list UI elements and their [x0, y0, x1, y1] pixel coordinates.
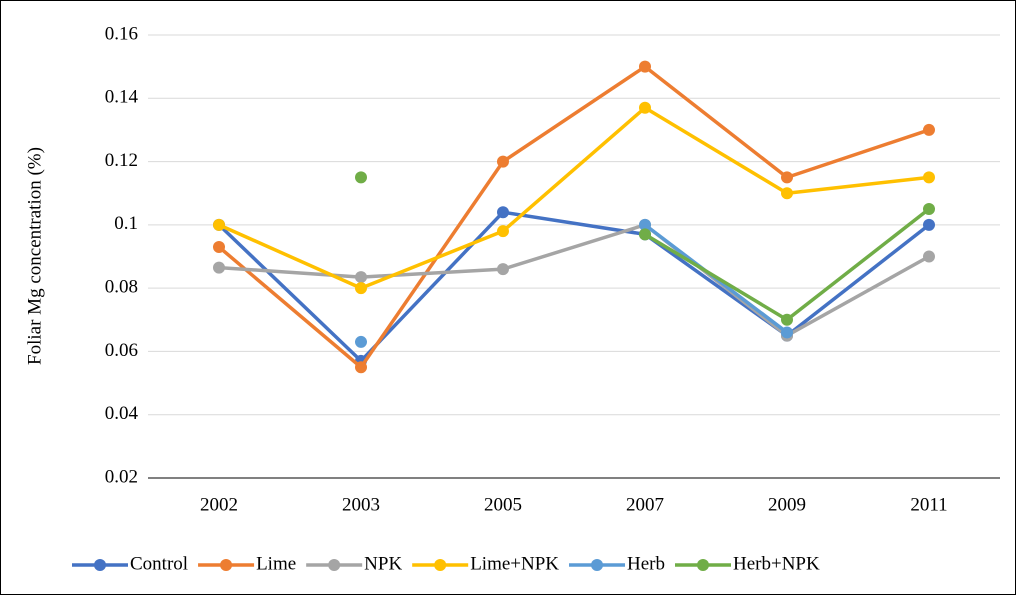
legend-label: NPK [364, 553, 402, 574]
y-tick-label: 0.04 [105, 403, 139, 424]
data-point [497, 155, 509, 168]
legend-marker [591, 559, 604, 571]
data-point [355, 282, 367, 295]
data-point [213, 218, 225, 231]
legend-label: Lime [256, 553, 296, 574]
data-point [639, 101, 651, 114]
y-tick-label: 0.1 [114, 213, 138, 234]
legend-marker [328, 559, 341, 571]
y-tick-label: 0.08 [105, 277, 138, 298]
data-point [781, 171, 793, 184]
data-point [781, 313, 793, 326]
data-point [923, 171, 935, 184]
legend-label: Lime+NPK [470, 553, 559, 574]
y-tick-label: 0.12 [105, 150, 138, 171]
series-line [217, 64, 930, 369]
data-point [355, 271, 367, 284]
data-point [781, 326, 793, 339]
data-point [213, 261, 225, 274]
legend-label: Herb [627, 553, 665, 574]
data-point [923, 123, 935, 136]
data-point [639, 218, 651, 231]
x-tick-label: 2011 [910, 494, 947, 515]
x-tick-label: 2007 [626, 494, 664, 515]
data-point [497, 225, 509, 238]
data-point [355, 171, 367, 184]
legend-marker [94, 559, 106, 571]
data-point [355, 335, 367, 348]
y-axis-title: Foliar Mg concentration (%) [24, 147, 45, 365]
y-tick-label: 0.14 [105, 87, 139, 108]
data-point [639, 60, 651, 73]
x-tick-label: 2009 [768, 494, 806, 515]
legend-marker [697, 559, 709, 571]
legend-marker [434, 559, 447, 571]
legend-label: Herb+NPK [733, 553, 820, 574]
data-point [923, 250, 935, 263]
y-tick-label: 0.06 [105, 340, 138, 361]
x-tick-label: 2002 [200, 494, 238, 515]
x-tick-label: 2005 [484, 494, 522, 515]
series-line [218, 223, 930, 338]
data-point [923, 203, 935, 216]
legend-label: Control [130, 553, 188, 574]
series-line [217, 210, 931, 363]
legend-marker [220, 559, 233, 571]
y-tick-label: 0.02 [105, 466, 138, 487]
data-point [355, 361, 367, 374]
data-point [781, 187, 793, 200]
data-point [497, 263, 509, 276]
x-tick-label: 2003 [342, 494, 380, 515]
data-point [923, 218, 935, 231]
y-tick-label: 0.16 [105, 23, 138, 44]
data-point [213, 241, 225, 254]
data-point [497, 206, 509, 219]
series-line [218, 106, 930, 290]
data-point [639, 228, 651, 241]
